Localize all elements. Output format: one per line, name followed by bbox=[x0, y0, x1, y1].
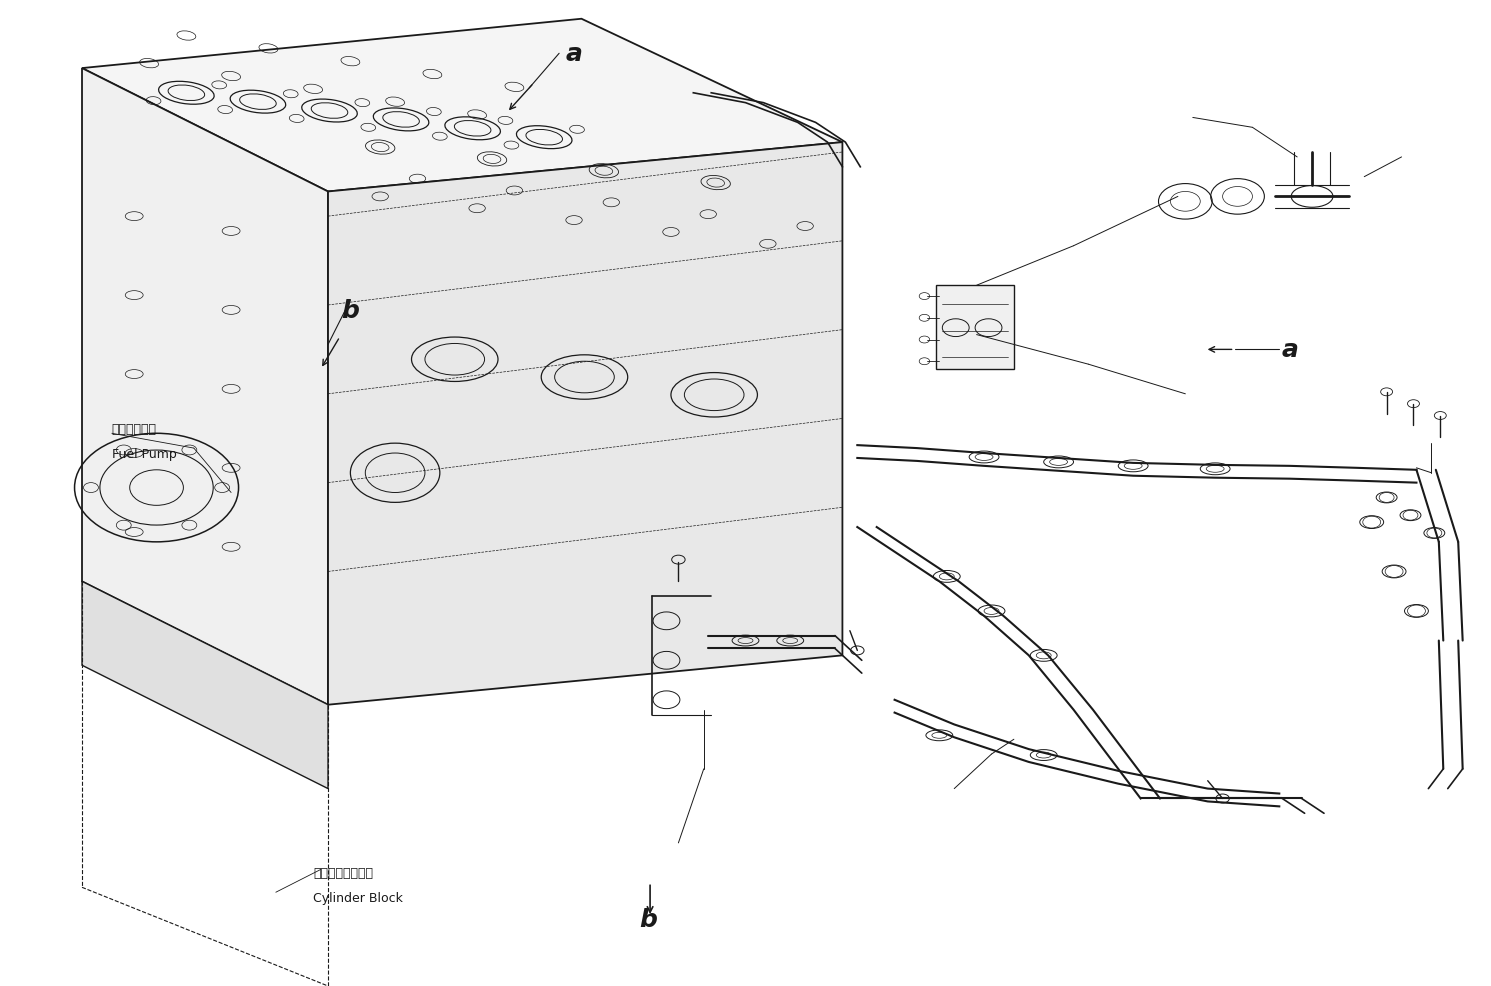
Text: a: a bbox=[565, 42, 583, 66]
Polygon shape bbox=[328, 143, 842, 705]
Polygon shape bbox=[82, 582, 328, 789]
Polygon shape bbox=[82, 20, 842, 192]
Text: Cylinder Block: Cylinder Block bbox=[313, 890, 403, 904]
Text: シリンダブロック: シリンダブロック bbox=[313, 866, 373, 880]
Text: a: a bbox=[1281, 338, 1299, 362]
Text: フェルポンプ: フェルポンプ bbox=[112, 422, 157, 436]
Polygon shape bbox=[82, 69, 328, 705]
Text: b: b bbox=[341, 299, 359, 322]
Text: Fuel Pump: Fuel Pump bbox=[112, 447, 176, 460]
Bar bbox=[936, 286, 1014, 370]
Text: b: b bbox=[640, 907, 658, 931]
